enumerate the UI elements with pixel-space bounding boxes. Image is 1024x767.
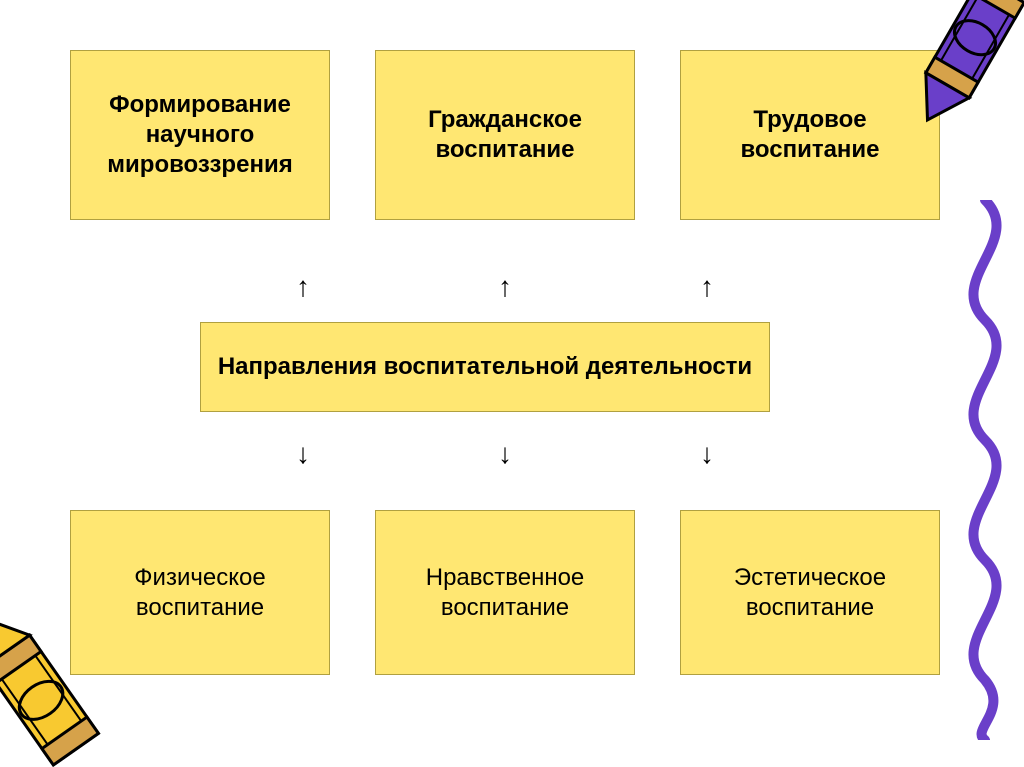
top-box-0: Формирование научного мировоззрения: [70, 50, 330, 220]
bottom-box-1: Нравственное воспитание: [375, 510, 635, 675]
squiggle-right-icon: [940, 200, 1024, 740]
bottom-box-2: Эстетическое воспитание: [680, 510, 940, 675]
crayon-bottom-left-icon: [0, 620, 150, 767]
top-box-1: Гражданское воспитание: [375, 50, 635, 220]
crayon-top-right-icon: [880, 0, 1024, 140]
center-box: Направления воспитательной деятельности: [200, 322, 770, 412]
